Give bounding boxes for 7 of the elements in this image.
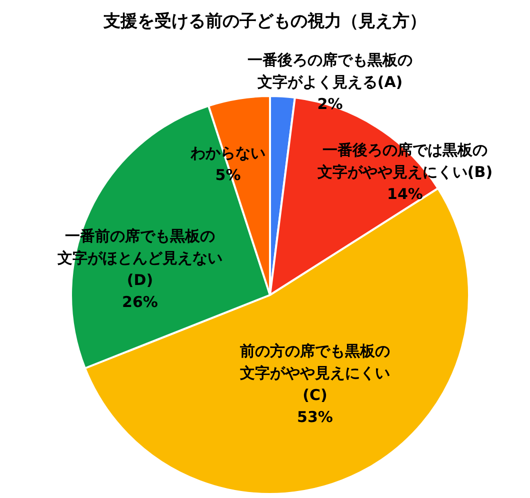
chart-title: 支援を受ける前の子どもの視力（見え方）	[102, 11, 426, 32]
data-label: 53%	[297, 408, 333, 426]
slice-label: 前の方の席でも黒板の文字がやや見えにくい(C)	[239, 342, 390, 404]
slice-label: 一番後ろの席でも黒板の文字がよく見える(A)	[248, 50, 412, 91]
data-label: 26%	[122, 292, 158, 311]
data-label: 14%	[387, 184, 423, 203]
slice-label: 一番後ろの席では黒板の文字がやや見えにくい(B)	[316, 140, 493, 181]
